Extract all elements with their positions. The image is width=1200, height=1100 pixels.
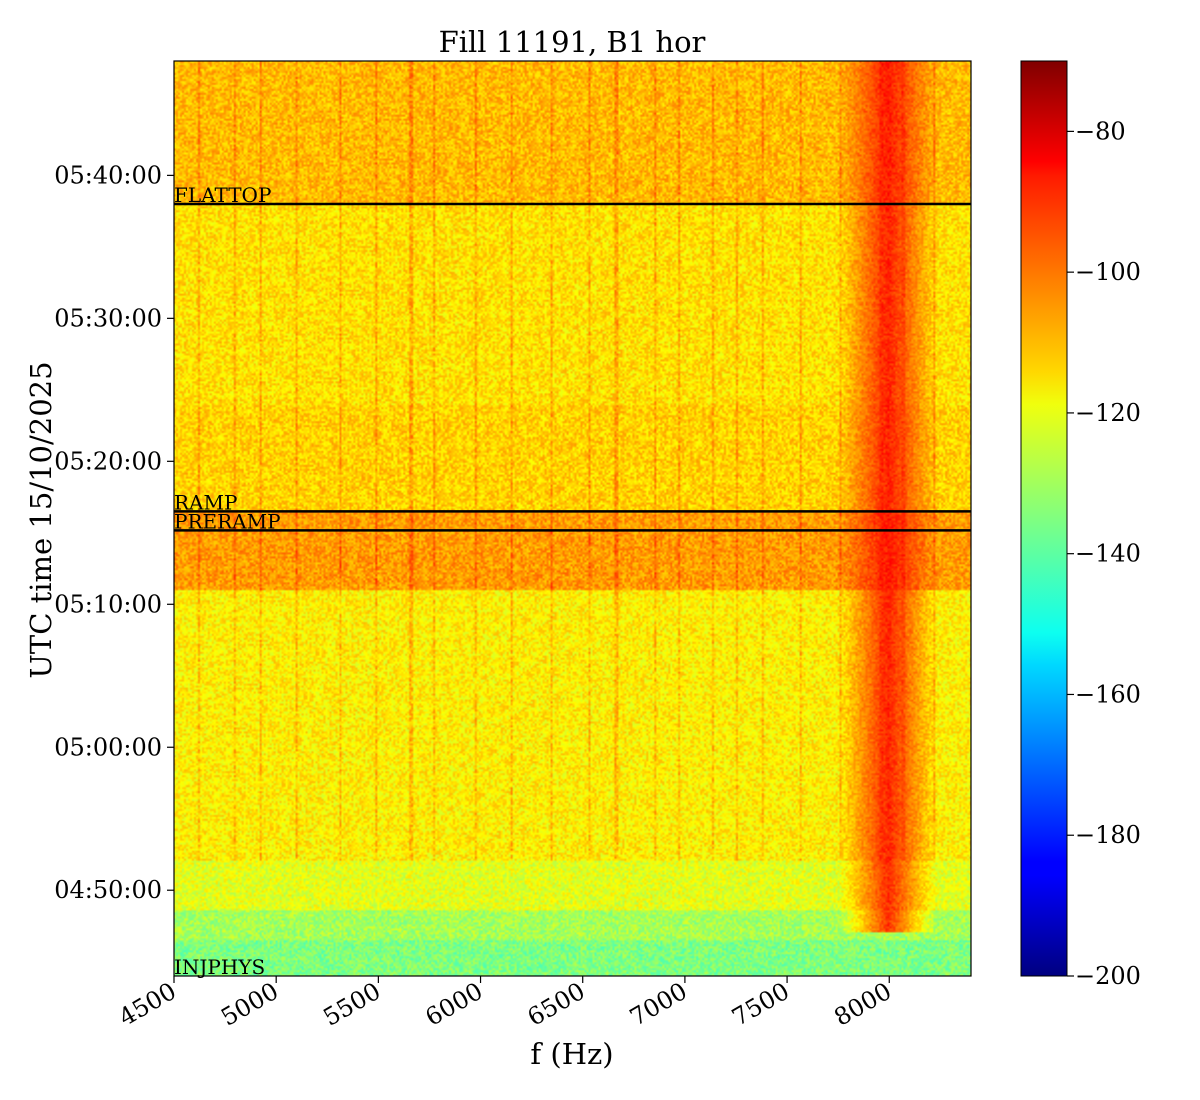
chart-title: Fill 11191, B1 hor bbox=[439, 25, 706, 59]
colorbar-tick-label: −180 bbox=[1075, 821, 1141, 849]
y-tick-label: 05:10:00 bbox=[54, 590, 162, 618]
phase-label-injphys: INJPHYS bbox=[174, 955, 265, 979]
colorbar-tick-label: −200 bbox=[1075, 962, 1141, 990]
phase-label-preramp: PRERAMP bbox=[174, 509, 281, 533]
y-tick-label: 04:50:00 bbox=[54, 876, 162, 904]
x-tick-label: 5000 bbox=[216, 977, 283, 1032]
x-tick-label: 5500 bbox=[318, 977, 385, 1032]
x-axis-title: f (Hz) bbox=[530, 1037, 613, 1071]
x-tick-label: 4500 bbox=[114, 977, 181, 1032]
y-axis-title: UTC time 15/10/2025 bbox=[24, 361, 58, 678]
colorbar-gradient bbox=[1020, 60, 1068, 977]
x-axis: 4500 5000 5500 6000 6500 7000 7500 8000 bbox=[114, 976, 896, 1032]
plot-frame bbox=[173, 60, 972, 977]
y-tick-label: 05:20:00 bbox=[54, 447, 162, 475]
plot-area bbox=[173, 60, 972, 977]
x-tick-label: 8000 bbox=[829, 977, 896, 1032]
colorbar-tick-label: −140 bbox=[1075, 540, 1141, 568]
x-tick-label: 6500 bbox=[523, 977, 590, 1032]
x-tick-label: 6000 bbox=[421, 977, 488, 1032]
colorbar: −80 −100 −120 −140 −160 −180 −200 bbox=[1020, 60, 1141, 990]
y-tick-label: 05:30:00 bbox=[54, 304, 162, 332]
colorbar-tick-label: −100 bbox=[1075, 258, 1141, 286]
colorbar-ticks: −80 −100 −120 −140 −160 −180 −200 bbox=[1067, 117, 1141, 990]
x-tick-label: 7000 bbox=[625, 977, 692, 1032]
phase-label-ramp: RAMP bbox=[174, 490, 237, 514]
colorbar-tick-label: −160 bbox=[1075, 680, 1141, 708]
x-tick-label: 7500 bbox=[727, 977, 794, 1032]
spectrogram-heatmap bbox=[174, 61, 971, 976]
colorbar-tick-label: −120 bbox=[1075, 399, 1141, 427]
phase-label-flattop: FLATTOP bbox=[174, 183, 271, 207]
y-axis: 04:50:00 05:00:00 05:10:00 05:20:00 05:30:00… bbox=[54, 161, 174, 904]
y-tick-label: 05:00:00 bbox=[54, 733, 162, 761]
colorbar-tick-label: −80 bbox=[1075, 117, 1126, 145]
y-tick-label: 05:40:00 bbox=[54, 161, 162, 189]
